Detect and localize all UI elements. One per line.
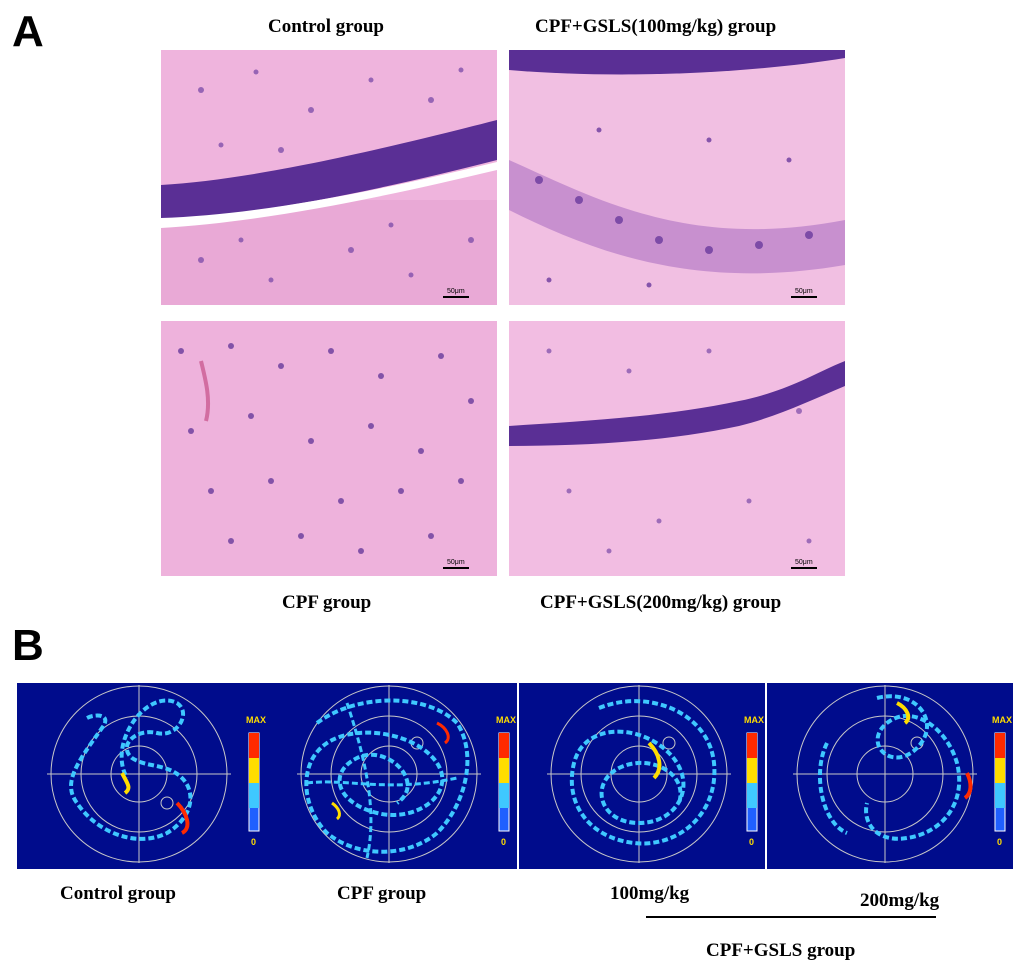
label-dose-100: 100mg/kg <box>610 883 690 904</box>
track-cpf: MAX 0 <box>267 683 517 869</box>
track-dose100: MAX 0 <box>519 683 765 869</box>
scale-bar-label: 50μm <box>795 288 813 295</box>
colorbar-max-label: MAX <box>496 715 516 725</box>
scale-bar-label: 50μm <box>447 559 465 566</box>
label-gsls-group: CPF+GSLS group <box>706 940 856 961</box>
colorbar-min-label: 0 <box>997 837 1002 847</box>
colorbar-min-label: 0 <box>749 837 754 847</box>
track-separator <box>765 683 767 869</box>
colorbar-max-label: MAX <box>744 715 764 725</box>
histology-control-image: 50μm <box>161 50 497 305</box>
colorbar-min-label: 0 <box>501 837 506 847</box>
colorbar-max-label: MAX <box>992 715 1012 725</box>
histology-gsls200-image: 50μm <box>509 321 845 576</box>
caption-cpf-group: CPF group <box>282 592 372 613</box>
histology-gsls100-image: 50μm <box>509 50 845 305</box>
label-dose-200: 200mg/kg <box>860 890 940 911</box>
histology-gsls100: 50μm <box>509 50 845 305</box>
track-control: MAX 0 <box>17 683 267 869</box>
scale-bar-label: 50μm <box>447 288 465 295</box>
label-cpf-group: CPF group <box>337 883 427 904</box>
histology-cpf: 50μm <box>161 321 497 576</box>
histology-control: 50μm <box>161 50 497 305</box>
group-underline <box>646 916 936 918</box>
histology-cpf-image: 50μm <box>161 321 497 576</box>
scale-bar-label: 50μm <box>795 559 813 566</box>
track-separator <box>517 683 519 869</box>
panel-a-letter: A <box>12 7 44 56</box>
label-control-group: Control group <box>60 883 176 904</box>
colorbar-min-label: 0 <box>251 837 256 847</box>
caption-gsls200-group: CPF+GSLS(200mg/kg) group <box>540 592 782 613</box>
track-dose200: MAX 0 <box>767 683 1013 869</box>
caption-gsls100-group: CPF+GSLS(100mg/kg) group <box>535 16 777 37</box>
panel-b-letter: B <box>12 621 44 670</box>
caption-control-group: Control group <box>268 16 384 37</box>
colorbar-max-label: MAX <box>246 715 266 725</box>
histology-gsls200: 50μm <box>509 321 845 576</box>
